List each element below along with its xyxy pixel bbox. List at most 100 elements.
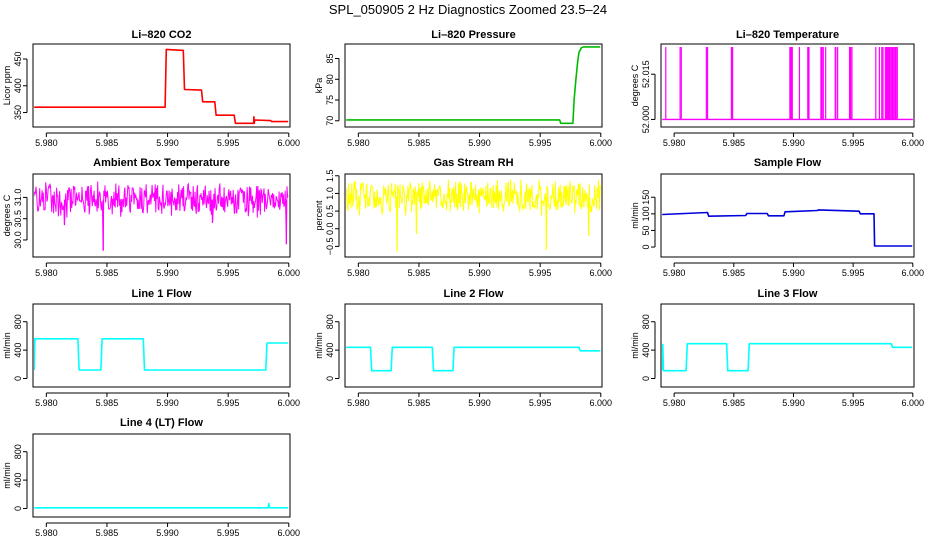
chart-panel: Li–820 CO2 5.980 5.985 5.990 5.995 6.000 350 40… [2,29,300,148]
x-tick-label: 5.980 [35,398,58,408]
chart-title: Line 3 Flow [758,288,818,300]
data-layer [34,48,289,125]
series-line [346,346,601,372]
x-tick-label: 6.000 [902,268,925,278]
plot-frame [32,433,291,518]
chart-panel: Line 1 Flow 5.980 5.985 5.990 5.995 6.000 0 400… [2,288,300,408]
series-line [34,48,289,125]
y-tick-label: 80 [325,74,335,84]
x-tick-label: 6.000 [278,268,301,278]
y-axis-label: ml/min [2,332,12,359]
y-axis-label: degrees C [630,64,640,106]
y-tick-label: 31.0 [13,189,23,207]
x-tick-label: 5.980 [663,398,686,408]
plot-frame [344,173,603,258]
x-tick-label: 5.990 [468,138,491,148]
x-tick-label: 6.000 [590,138,613,148]
x-tick-label: 5.985 [96,528,119,538]
x-tick-label: 5.995 [842,268,865,278]
y-tick-label: 0 [13,506,23,511]
x-tick-label: 5.995 [529,138,552,148]
data-layer [34,337,289,371]
x-tick-label: 5.995 [529,268,552,278]
y-tick-label: 0 [641,376,651,381]
chart-title: Li–820 Pressure [431,29,515,41]
chart-title: Line 1 Flow [132,288,192,300]
y-axis-label: kPa [314,78,324,94]
data-layer [34,181,289,251]
y-axis-label: Licor ppm [2,66,12,106]
x-tick-label: 5.990 [782,398,805,408]
chart-title: Gas Stream RH [433,157,513,169]
x-tick-label: 5.990 [156,528,179,538]
chart-panel: Li–820 Temperature 5.980 5.985 5.990 5.995 6.… [630,29,924,148]
x-tick-label: 5.990 [156,398,179,408]
x-tick-label: 5.985 [96,398,119,408]
x-tick-label: 5.995 [842,138,865,148]
y-tick-label: 400 [641,343,651,358]
y-tick-label: 100 [641,206,651,221]
y-tick-label: 30.0 [13,231,23,249]
figure-title: SPL_050905 2 Hz Diagnostics Zoomed 23.5–… [328,2,608,17]
chart-panel: Line 3 Flow 5.980 5.985 5.990 5.995 6.000 0 400… [630,288,924,408]
x-tick-label: 6.000 [590,268,613,278]
y-tick-label: 800 [325,314,335,329]
x-tick-label: 5.985 [723,268,746,278]
y-tick-label: 52.015 [641,60,651,88]
y-tick-label: 1.5 [325,170,335,183]
series-line [34,337,289,371]
x-tick-label: 5.980 [663,268,686,278]
chart-title: Ambient Box Temperature [93,157,230,169]
y-tick-label: 150 [641,190,651,205]
y-tick-label: −0.5 [325,238,335,256]
plot-frame [344,303,603,388]
series-line [34,181,289,251]
x-tick-label: 5.985 [723,138,746,148]
chart-panel: Line 2 Flow 5.980 5.985 5.990 5.995 6.000 0 400… [314,288,612,408]
plot-frame [660,173,915,258]
plot-frame [32,43,291,128]
y-tick-label: 50 [641,225,651,235]
series-line [662,209,913,247]
chart-title: Line 4 (LT) Flow [120,417,203,429]
y-tick-label: 450 [13,51,23,66]
x-tick-label: 5.985 [723,398,746,408]
x-tick-label: 5.985 [408,268,431,278]
y-tick-label: 800 [13,444,23,459]
x-tick-label: 6.000 [278,528,301,538]
plot-frame [32,173,291,258]
x-tick-label: 5.990 [156,268,179,278]
y-tick-label: 0.0 [325,222,335,235]
y-axis-label: ml/min [630,202,640,229]
chart-panel: Sample Flow 5.980 5.985 5.990 5.995 6.000 0 50 1… [630,157,924,278]
x-tick-label: 5.980 [347,268,370,278]
x-tick-label: 5.980 [35,138,58,148]
x-tick-label: 6.000 [278,138,301,148]
chart-panel: Gas Stream RH 5.980 5.985 5.990 5.995 6.000 −0… [314,157,612,278]
plot-frame [344,43,603,128]
y-tick-label: 70 [325,116,335,126]
x-tick-label: 5.995 [217,528,240,538]
y-tick-label: 0.5 [325,205,335,218]
plot-frame [32,303,291,388]
y-axis-label: ml/min [314,332,324,359]
x-tick-label: 5.985 [96,138,119,148]
y-tick-label: 400 [325,343,335,358]
x-tick-label: 5.995 [217,268,240,278]
y-axis-label: percent [314,200,324,231]
x-tick-label: 6.000 [902,138,925,148]
data-layer [662,209,913,247]
x-tick-label: 5.995 [217,138,240,148]
x-tick-label: 6.000 [590,398,613,408]
series-line [346,46,601,125]
data-layer [662,47,913,121]
x-tick-label: 5.990 [468,268,491,278]
x-tick-label: 6.000 [278,398,301,408]
x-tick-label: 5.980 [663,138,686,148]
y-tick-label: 0 [13,376,23,381]
x-tick-label: 5.995 [217,398,240,408]
x-tick-label: 5.995 [842,398,865,408]
x-tick-label: 5.995 [529,398,552,408]
data-layer [34,502,289,509]
